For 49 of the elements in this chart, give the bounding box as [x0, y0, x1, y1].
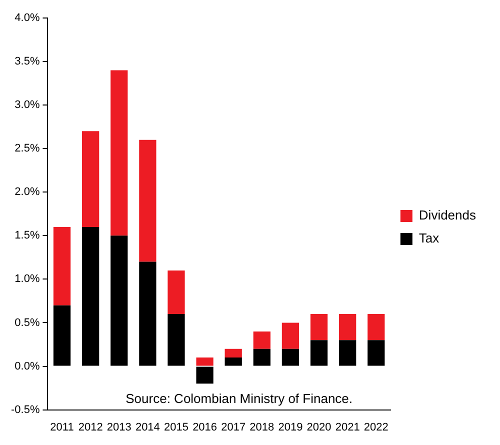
- y-tick-label: 0.0%: [14, 360, 40, 372]
- legend-label: Dividends: [418, 208, 476, 223]
- bar: [168, 314, 185, 366]
- x-tick-label: 2012: [78, 421, 103, 434]
- bar: [196, 366, 214, 384]
- bar: [139, 262, 156, 366]
- bar: [168, 270, 185, 314]
- legend-label: Tax: [418, 230, 440, 246]
- x-tick-label: 2018: [250, 421, 274, 434]
- x-tick-label: 2021: [335, 421, 360, 434]
- y-tick-label: -0.5%: [10, 404, 40, 416]
- bar: [110, 70, 128, 236]
- bar: [82, 131, 100, 227]
- bar: [53, 226, 71, 306]
- x-tick-label: 2016: [192, 421, 218, 434]
- bar: [253, 331, 270, 349]
- bar: [368, 314, 385, 340]
- bar: [368, 340, 385, 366]
- bar: [53, 305, 71, 366]
- y-tick-label: 2.5%: [14, 142, 40, 155]
- y-tick-label: 2.0%: [14, 186, 40, 198]
- bar: [224, 358, 242, 366]
- x-tick-label: 2014: [135, 421, 160, 434]
- bar: [310, 340, 328, 366]
- bar: [196, 358, 214, 366]
- bar: [139, 140, 156, 262]
- bar: [224, 348, 242, 358]
- annotation: Source: Colombian Ministry of Finance.: [126, 390, 353, 406]
- x-tick-label: 2020: [306, 421, 332, 434]
- bar: [253, 348, 270, 366]
- bar: [339, 340, 356, 366]
- bar: [82, 226, 100, 366]
- x-tick-label: 2017: [221, 421, 246, 434]
- x-tick-label: 2022: [364, 421, 388, 434]
- x-tick-label: 2015: [164, 421, 188, 434]
- y-tick-label: 1.0%: [14, 273, 40, 286]
- y-tick-label: 3.5%: [14, 56, 40, 68]
- x-tick-label: 2019: [278, 421, 303, 434]
- y-tick-label: 0.5%: [14, 316, 40, 329]
- bar: [282, 348, 300, 366]
- y-tick-label: 1.5%: [14, 230, 40, 242]
- bar: [339, 314, 356, 340]
- x-tick-label: 2013: [106, 421, 132, 434]
- bar: [282, 322, 300, 349]
- y-tick-label: 4.0%: [14, 12, 40, 24]
- x-tick-label: 2011: [50, 421, 74, 434]
- y-tick-label: 3.0%: [14, 99, 40, 112]
- bar: [310, 314, 328, 340]
- bar: [110, 236, 128, 366]
